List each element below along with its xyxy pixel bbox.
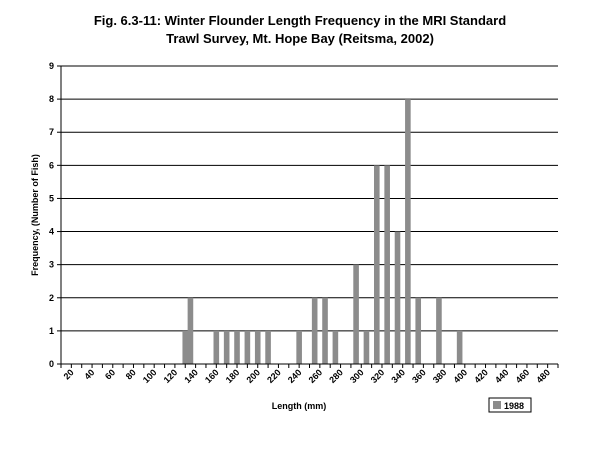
- y-tick-label: 0: [49, 359, 54, 369]
- gridlines: [61, 65, 558, 332]
- x-tick-label: 160: [203, 367, 221, 385]
- y-tick-labels: 0 1 2 3 4 5 6 7 8 9: [49, 61, 54, 369]
- x-tick-label: 40: [82, 367, 96, 381]
- axes: [57, 65, 559, 368]
- bar: [265, 330, 271, 364]
- x-tick-label: 100: [141, 367, 159, 385]
- legend: 1988: [488, 397, 532, 413]
- bar: [436, 297, 442, 364]
- x-tick-label: 280: [327, 367, 345, 385]
- x-tick-label: 200: [244, 367, 262, 385]
- legend-swatch: [493, 401, 501, 409]
- x-tick-label: 480: [534, 367, 552, 385]
- y-tick-label: 2: [49, 293, 54, 303]
- x-tick-label: 440: [493, 367, 511, 385]
- chart-title: Fig. 6.3-11: Winter Flounder Length Freq…: [0, 12, 600, 48]
- bar: [332, 330, 339, 364]
- y-tick-label: 1: [49, 326, 54, 336]
- y-tick-label: 6: [49, 160, 54, 170]
- x-tick-label: 220: [265, 367, 283, 385]
- x-tick-label: 400: [452, 367, 470, 385]
- x-tick-label: 260: [307, 367, 325, 385]
- y-tick-label: 4: [49, 227, 54, 237]
- chart-title-line-2: Trawl Survey, Mt. Hope Bay (Reitsma, 200…: [166, 31, 434, 46]
- x-tick-label: 380: [431, 367, 449, 385]
- x-tick-label: 420: [472, 367, 490, 385]
- x-tick-label: 120: [162, 367, 180, 385]
- bar: [353, 264, 359, 364]
- x-tick-label: 360: [410, 367, 428, 385]
- x-tick-label: 140: [182, 367, 200, 385]
- x-tick-label: 20: [62, 367, 76, 381]
- y-axis-title: Frequency, (Number of Fish): [30, 154, 40, 276]
- x-tick-label: 320: [369, 367, 387, 385]
- y-tick-label: 9: [49, 61, 54, 71]
- bar: [254, 330, 261, 364]
- x-tick-label: 80: [124, 367, 138, 381]
- x-tick-label: 340: [389, 367, 407, 385]
- x-tick-label: 240: [286, 367, 304, 385]
- y-tick-label: 7: [49, 127, 54, 137]
- chart-title-line-1: Fig. 6.3-11: Winter Flounder Length Freq…: [93, 13, 507, 28]
- bar: [187, 297, 194, 364]
- x-tick-label: 180: [224, 367, 242, 385]
- bar: [244, 330, 251, 364]
- bar: [223, 330, 230, 364]
- bar: [296, 330, 302, 364]
- x-tick-labels: 20 40 60 80 100 120 140 160 180 200 220 240 260 280 30…: [62, 367, 552, 385]
- bar: [415, 297, 422, 364]
- bar: [182, 330, 189, 364]
- x-tick-label: 300: [348, 367, 366, 385]
- x-tick-label: 60: [103, 367, 117, 381]
- y-tick-label: 5: [49, 193, 54, 203]
- bars: [182, 99, 463, 364]
- bar: [384, 165, 390, 364]
- x-axis-title: Length (mm): [272, 401, 327, 411]
- bar: [456, 330, 463, 364]
- x-tick-label: 460: [514, 367, 532, 385]
- bar: [311, 297, 318, 364]
- y-tick-label: 3: [49, 260, 54, 270]
- bar: [234, 330, 240, 364]
- y-tick-label: 8: [49, 94, 54, 104]
- bar: [405, 99, 411, 364]
- bar: [363, 330, 370, 364]
- bar: [374, 165, 380, 364]
- bar: [322, 297, 328, 364]
- bar: [394, 231, 401, 364]
- legend-label: 1988: [504, 401, 524, 411]
- bar: [213, 330, 220, 364]
